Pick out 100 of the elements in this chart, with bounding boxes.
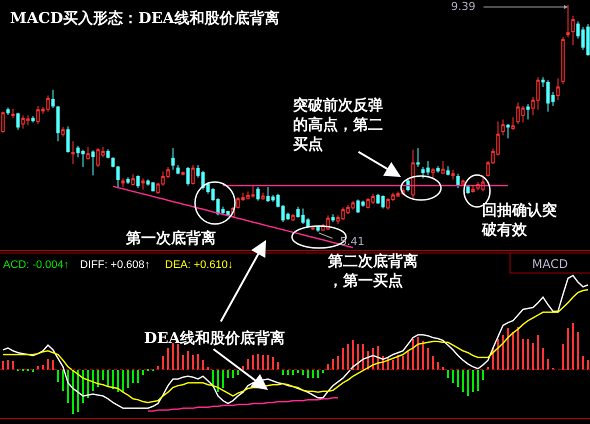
bar xyxy=(312,370,314,378)
candlestick xyxy=(21,114,25,130)
bar xyxy=(337,356,339,370)
candlestick xyxy=(126,176,130,184)
candlestick xyxy=(36,105,40,125)
candlestick xyxy=(71,140,75,165)
bar xyxy=(502,335,504,370)
bar xyxy=(282,370,284,375)
bar xyxy=(452,370,454,383)
bar xyxy=(267,355,269,370)
bar xyxy=(562,344,564,370)
bar xyxy=(582,356,584,370)
bar xyxy=(512,332,514,370)
candlestick xyxy=(161,171,165,186)
candlestick xyxy=(531,96,535,116)
bar xyxy=(427,348,429,370)
bar xyxy=(547,359,549,370)
candlestick xyxy=(51,89,55,109)
candlestick xyxy=(146,178,150,186)
text: DIFF: +0.608↑ xyxy=(80,259,150,271)
bar xyxy=(517,327,519,370)
candlestick xyxy=(491,148,495,165)
candlestick xyxy=(551,92,555,106)
bar xyxy=(222,370,224,388)
bar xyxy=(587,360,589,370)
bar xyxy=(472,370,474,392)
bar xyxy=(402,356,404,370)
candlestick xyxy=(546,80,550,112)
bar xyxy=(307,370,309,378)
annotation: 突破前次反弹的高点，第二买点 xyxy=(292,96,383,153)
bar xyxy=(57,370,59,382)
bar xyxy=(317,370,319,378)
text: ACD: -0.004↑ xyxy=(3,259,70,271)
candlestick xyxy=(176,164,180,175)
annotation: 回抽确认突破有效 xyxy=(481,201,557,238)
candlestick xyxy=(446,166,450,176)
candlestick xyxy=(506,124,510,139)
bar xyxy=(362,344,364,370)
bar xyxy=(392,360,394,370)
annotation: 9.39 xyxy=(451,0,476,13)
bar xyxy=(82,370,84,403)
candlestick xyxy=(11,108,15,119)
bar xyxy=(207,367,209,370)
bar xyxy=(167,348,169,370)
candlestick xyxy=(436,166,440,174)
candlestick xyxy=(121,178,125,188)
bar xyxy=(192,355,194,370)
candlestick xyxy=(576,20,580,39)
bar xyxy=(272,357,274,370)
bar xyxy=(7,360,9,370)
candlestick xyxy=(336,214,340,224)
bar xyxy=(527,339,529,370)
candlestick xyxy=(511,116,515,130)
bar xyxy=(232,370,234,378)
bar xyxy=(342,348,344,370)
bar xyxy=(462,370,464,392)
candlestick xyxy=(61,126,65,138)
bar xyxy=(77,370,79,412)
candlestick xyxy=(56,105,60,142)
bar xyxy=(407,351,409,370)
candlestick xyxy=(266,186,270,203)
bar xyxy=(112,370,114,389)
bar xyxy=(447,370,449,378)
bar xyxy=(217,370,219,392)
candlestick xyxy=(371,193,375,204)
bar xyxy=(182,355,184,370)
candlestick xyxy=(101,146,105,158)
bar xyxy=(87,370,89,398)
bar xyxy=(542,348,544,370)
candlestick xyxy=(421,166,425,179)
bar xyxy=(442,367,444,370)
candlestick xyxy=(141,178,145,190)
candlestick xyxy=(211,188,215,202)
candlestick xyxy=(441,160,445,175)
candlestick xyxy=(391,192,395,202)
candlestick xyxy=(41,106,45,114)
bar xyxy=(292,370,294,375)
bar xyxy=(237,370,239,375)
candlestick xyxy=(261,192,265,200)
candlestick xyxy=(251,186,255,198)
bar xyxy=(122,370,124,392)
bar xyxy=(117,370,119,392)
candlestick xyxy=(451,169,455,180)
bar xyxy=(252,355,254,370)
bar xyxy=(467,370,469,396)
bar xyxy=(537,335,539,370)
candlestick xyxy=(196,164,200,178)
bar xyxy=(432,356,434,370)
candlestick xyxy=(271,194,275,202)
candlestick xyxy=(416,148,420,168)
bar xyxy=(532,343,534,370)
candlestick xyxy=(431,168,435,179)
annotation: DEA线和股价底背离 xyxy=(144,329,286,347)
bar xyxy=(92,370,94,391)
bar xyxy=(477,370,479,391)
candlestick xyxy=(331,214,335,223)
candlestick xyxy=(581,26,585,50)
bar xyxy=(422,341,424,370)
bar xyxy=(142,370,144,375)
annotation: 第二次底背离，第一买点 xyxy=(327,252,418,290)
